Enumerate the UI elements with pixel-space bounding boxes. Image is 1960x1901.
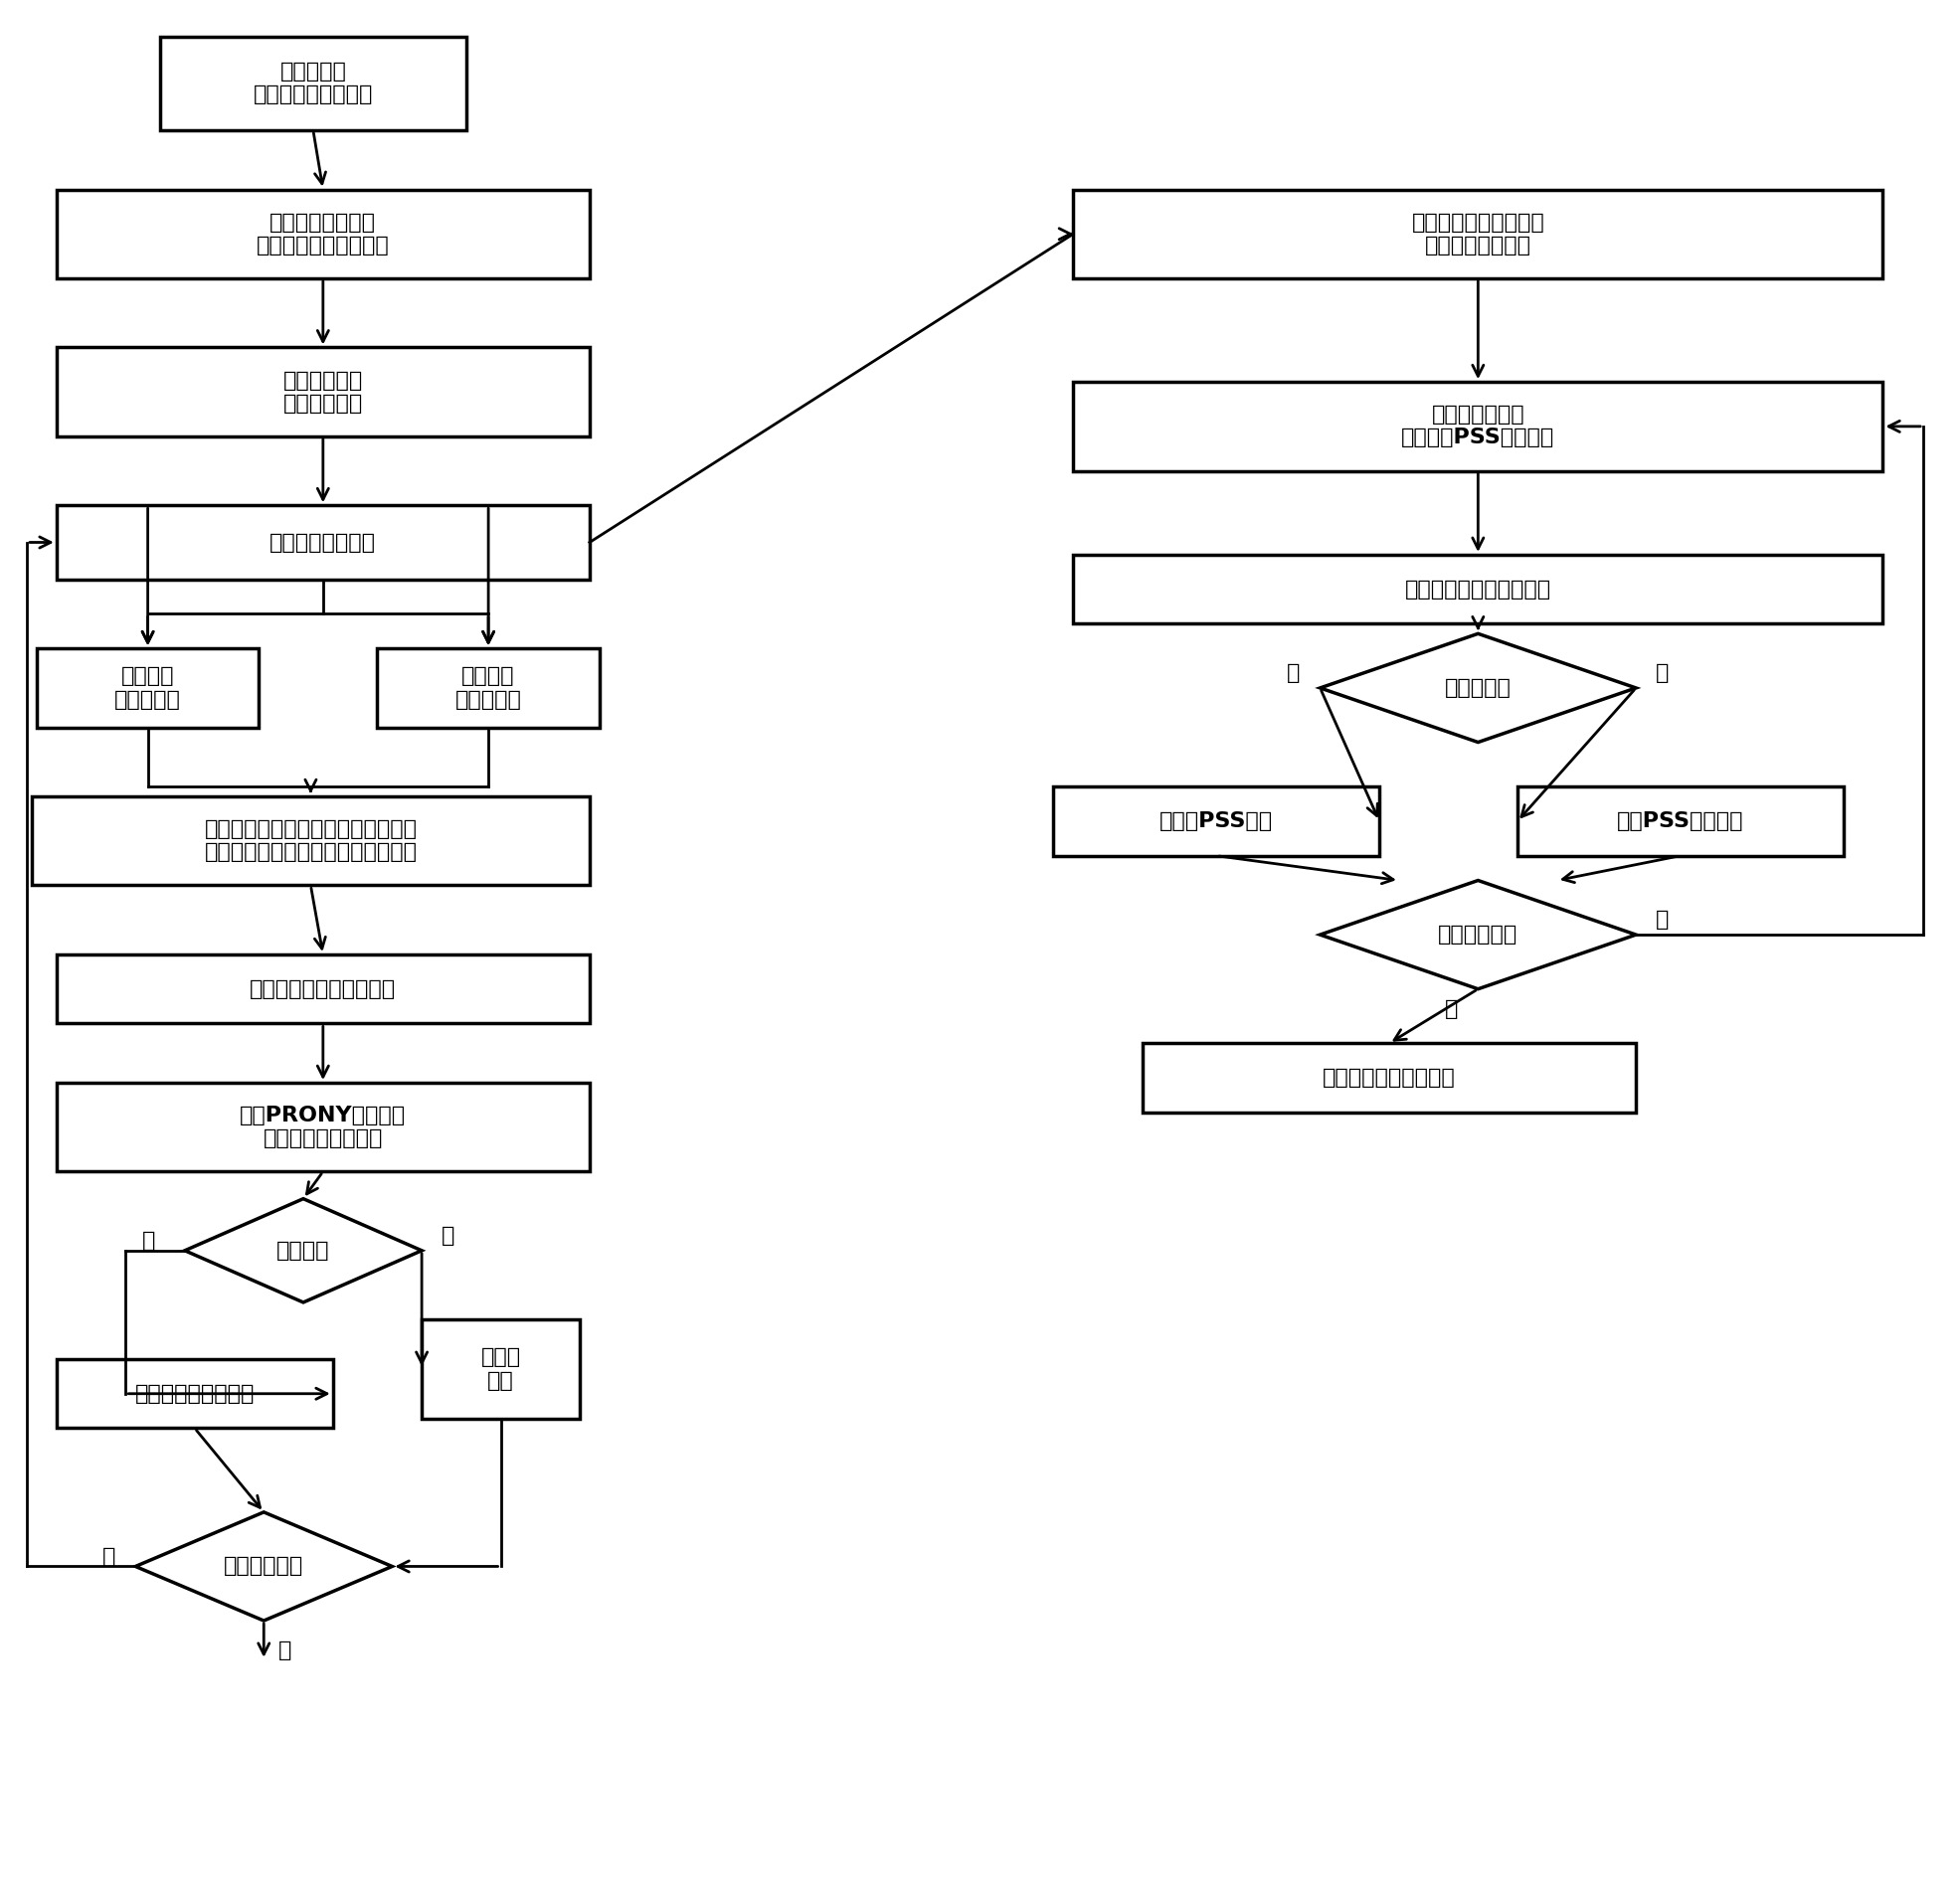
- Text: 否: 否: [1288, 663, 1299, 682]
- Text: 否: 否: [1656, 911, 1670, 930]
- Text: 追加待考察机群
配置相应PSS优化参数: 追加待考察机群 配置相应PSS优化参数: [1401, 405, 1554, 449]
- Text: 移相系数
等比例调节: 移相系数 等比例调节: [455, 667, 521, 709]
- Bar: [1074, 190, 1884, 278]
- Text: 阻尼增强: 阻尼增强: [276, 1241, 329, 1260]
- Text: 选用PSS优化参数: 选用PSS优化参数: [1617, 812, 1744, 831]
- Polygon shape: [184, 1200, 421, 1302]
- Text: 考察机群完成: 考察机群完成: [223, 1557, 304, 1576]
- Bar: [37, 648, 259, 728]
- Bar: [57, 1359, 333, 1428]
- Text: 否: 否: [441, 1226, 455, 1245]
- Text: 区域振荡模态小干扰阻尼比趋势分析
选择对应阻尼比增幅最大的一组参数: 区域振荡模态小干扰阻尼比趋势分析 选择对应阻尼比增幅最大的一组参数: [204, 819, 417, 863]
- Text: 确定该机群优化参数: 确定该机群优化参数: [135, 1384, 255, 1403]
- Text: 否: 否: [102, 1547, 116, 1566]
- Bar: [1074, 555, 1884, 624]
- Text: 是: 是: [141, 1230, 155, 1251]
- Text: 是: 是: [278, 1641, 292, 1660]
- Text: 构建区内外
潮流与稳定计算模型: 构建区内外 潮流与稳定计算模型: [253, 63, 372, 105]
- Text: 是: 是: [1656, 663, 1670, 682]
- Polygon shape: [1321, 633, 1637, 741]
- Text: 依据大扰动阻尼比增幅
由大至小排序机群: 依据大扰动阻尼比增幅 由大至小排序机群: [1411, 213, 1544, 255]
- Text: 阻尼比增加: 阻尼比增加: [1445, 679, 1511, 698]
- Bar: [161, 36, 466, 131]
- Bar: [31, 797, 590, 886]
- Bar: [1054, 787, 1380, 855]
- Text: 增益系数
等比例调节: 增益系数 等比例调节: [114, 667, 180, 709]
- Bar: [1143, 1044, 1637, 1112]
- Text: 考察机群完成: 考察机群完成: [1439, 924, 1517, 945]
- Bar: [57, 954, 590, 1023]
- Bar: [378, 648, 600, 728]
- Text: 利用PRONY辨识区外
关键振荡模态阻尼比: 利用PRONY辨识区外 关键振荡模态阻尼比: [239, 1106, 406, 1148]
- Bar: [1074, 382, 1884, 471]
- Text: 区内参与机组
筛选与群划分: 区内参与机组 筛选与群划分: [282, 371, 363, 413]
- Text: 是: 是: [1445, 998, 1458, 1019]
- Text: 恢复原PSS参数: 恢复原PSS参数: [1160, 812, 1274, 831]
- Polygon shape: [135, 1511, 392, 1622]
- Text: 施加大扰动并辨识阻尼比: 施加大扰动并辨识阻尼比: [1405, 580, 1550, 599]
- Bar: [57, 190, 590, 278]
- Polygon shape: [1321, 880, 1637, 989]
- Text: 施加大扰动短路故障冲击: 施加大扰动短路故障冲击: [249, 979, 396, 998]
- Text: 评估输电能力提升幅度: 评估输电能力提升幅度: [1323, 1068, 1456, 1087]
- Bar: [57, 506, 590, 580]
- Text: 提取待考察群机组: 提取待考察群机组: [270, 532, 376, 553]
- Bar: [1517, 787, 1842, 855]
- Bar: [57, 348, 590, 435]
- Text: 小干扰特征根扫描
区外关键振荡模态识别: 小干扰特征根扫描 区外关键振荡模态识别: [257, 213, 390, 255]
- Text: 不计及
该群: 不计及 该群: [480, 1348, 521, 1390]
- Bar: [57, 1084, 590, 1171]
- Bar: [421, 1319, 580, 1418]
